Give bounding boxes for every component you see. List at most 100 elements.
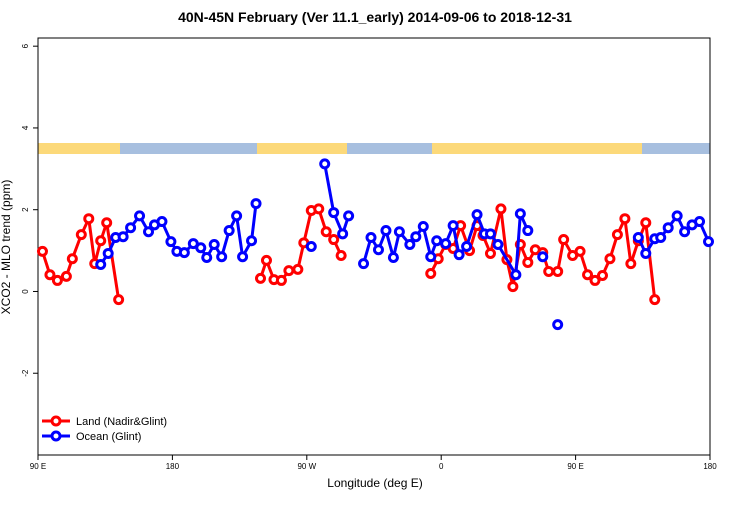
land-sea-strip <box>38 143 710 154</box>
data-point <box>231 210 243 222</box>
data-point <box>522 256 534 268</box>
data-point <box>619 213 631 225</box>
data-point <box>134 210 146 222</box>
data-point <box>117 231 129 243</box>
data-point <box>66 253 78 265</box>
data-point <box>671 210 683 222</box>
data-point <box>611 229 623 241</box>
land-band <box>432 143 642 154</box>
data-point <box>319 158 331 170</box>
data-point <box>113 294 125 306</box>
y-tick-label: -2 <box>21 369 30 377</box>
data-point <box>625 258 637 270</box>
legend-marker <box>50 430 62 442</box>
y-tick-label: 6 <box>21 43 30 48</box>
data-point <box>507 281 519 293</box>
data-point <box>640 217 652 229</box>
x-tick-label: 90 E <box>30 462 46 471</box>
y-tick-label: 4 <box>21 125 30 130</box>
data-point <box>320 226 332 238</box>
data-point <box>201 252 213 264</box>
data-point <box>83 213 95 225</box>
data-point <box>447 220 459 232</box>
data-point <box>260 254 272 266</box>
x-tick-label: 0 <box>439 462 444 471</box>
data-point <box>95 235 107 247</box>
data-point <box>208 238 220 250</box>
data-point <box>514 208 526 220</box>
data-point <box>51 274 63 286</box>
data-point <box>216 251 228 263</box>
y-axis-label: XCO2 - MLO trend (ppm) <box>0 180 13 315</box>
data-point <box>165 236 177 248</box>
data-point <box>404 238 416 250</box>
y-tick-label: 0 <box>21 289 30 294</box>
data-point <box>337 228 349 240</box>
data-point <box>292 263 304 275</box>
data-point <box>102 247 114 259</box>
data-point <box>417 220 429 232</box>
data-point <box>335 249 347 261</box>
data-point <box>604 253 616 265</box>
data-point <box>156 216 168 228</box>
data-point <box>246 235 258 247</box>
data-point <box>632 232 644 244</box>
data-point <box>431 235 443 247</box>
data-point <box>589 274 601 286</box>
legend-label: Land (Nadir&Glint) <box>76 416 167 428</box>
data-point <box>365 232 377 244</box>
series-line <box>323 163 351 239</box>
data-point <box>223 225 235 237</box>
x-tick-label: 90 W <box>297 462 316 471</box>
data-point <box>195 242 207 254</box>
data-point <box>552 265 564 277</box>
sea-band <box>120 143 257 154</box>
data-point <box>305 241 317 252</box>
data-point <box>537 251 549 263</box>
sea-band <box>642 143 710 154</box>
series <box>95 158 715 331</box>
data-point <box>44 269 56 281</box>
data-point <box>453 249 465 261</box>
data-point <box>484 247 496 259</box>
data-point <box>582 269 594 281</box>
data-point <box>372 244 384 256</box>
data-point <box>237 251 249 263</box>
data-point <box>596 270 608 282</box>
x-tick-label: 90 E <box>567 462 583 471</box>
data-point <box>558 234 570 246</box>
data-point <box>328 207 340 219</box>
data-point <box>60 270 72 282</box>
sea-band <box>347 143 432 154</box>
data-point <box>393 226 405 238</box>
data-point <box>574 245 586 257</box>
data-point <box>522 225 534 237</box>
data-point <box>343 210 355 222</box>
data-point <box>36 245 48 257</box>
data-point <box>662 222 674 234</box>
land-band <box>38 143 120 154</box>
data-point <box>275 274 287 286</box>
data-point <box>425 251 437 263</box>
legend-marker <box>50 415 62 427</box>
data-point <box>510 269 522 281</box>
data-point <box>484 228 496 240</box>
data-point <box>380 225 392 237</box>
data-point <box>492 238 504 250</box>
data-point <box>655 232 667 244</box>
data-point <box>75 229 87 241</box>
chart-title: 40N-45N February (Ver 11.1_early) 2014-0… <box>178 9 572 25</box>
data-point <box>694 216 706 228</box>
data-point <box>255 272 267 284</box>
data-point <box>387 252 399 264</box>
data-point <box>410 231 422 243</box>
land-band <box>257 143 347 154</box>
data-point <box>495 203 507 215</box>
data-point <box>679 226 691 238</box>
data-point <box>649 294 661 306</box>
data-point <box>471 209 483 221</box>
data-point <box>101 217 113 229</box>
data-point <box>178 247 190 259</box>
legend-label: Ocean (Glint) <box>76 431 141 443</box>
